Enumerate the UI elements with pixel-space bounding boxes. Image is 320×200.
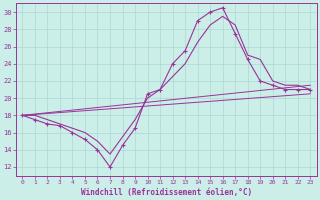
X-axis label: Windchill (Refroidissement éolien,°C): Windchill (Refroidissement éolien,°C) — [81, 188, 252, 197]
